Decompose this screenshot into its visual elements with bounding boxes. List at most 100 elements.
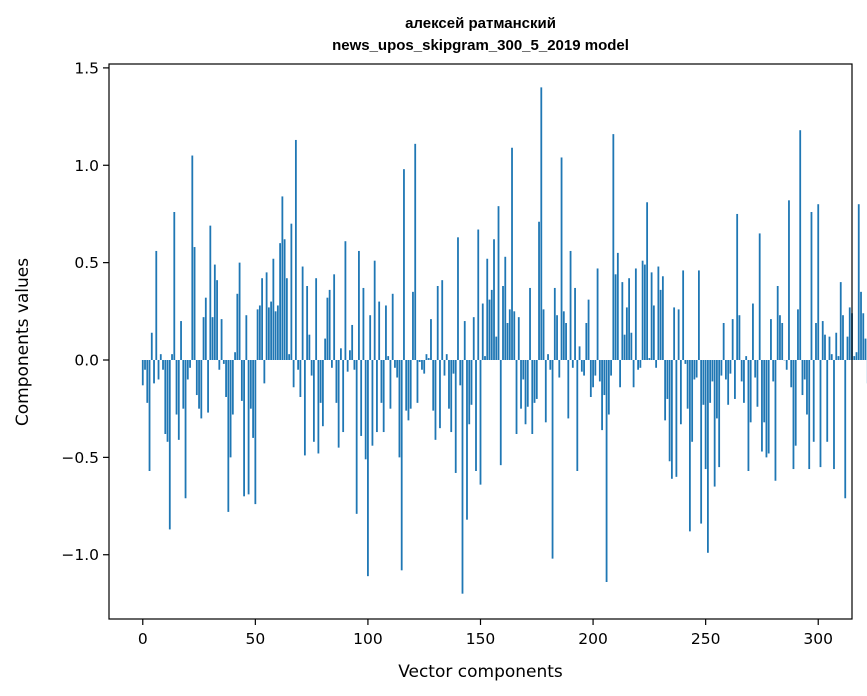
bar-256 [718,360,721,468]
bar-29 [207,360,209,413]
bar-136 [448,360,450,409]
y-tick-label: 0.0 [74,352,99,370]
bar-284 [781,323,784,360]
bar-209 [612,134,615,360]
bar-247 [698,270,700,360]
bar-153 [486,258,489,360]
bar-219 [634,268,637,360]
bar-170 [524,360,527,425]
bar-201 [594,360,597,376]
bar-6 [155,250,158,360]
bar-2 [146,360,149,403]
bar-147 [472,317,475,360]
bar-93 [351,324,354,360]
bar-280 [772,360,775,382]
bar-118 [407,360,410,421]
bar-71 [301,266,304,360]
bar-180 [547,354,549,360]
bar-320 [862,313,865,360]
bar-129 [432,360,435,411]
bar-304 [826,360,829,442]
bar-171 [526,360,529,407]
bar-53 [261,278,263,360]
bar-97 [360,360,363,436]
bar-124 [421,360,423,370]
bar-41 [234,352,236,360]
bar-114 [398,360,401,458]
bar-278 [767,360,770,454]
bar-243 [688,360,691,532]
bar-217 [630,332,633,360]
bar-36 [222,360,225,364]
bar-160 [502,286,504,360]
bar-189 [567,360,570,419]
chart-title-line-2: news_upos_skipgram_300_5_2019 model [332,37,629,54]
bar-51 [256,309,259,360]
bar-297 [810,212,813,360]
bar-79 [319,360,322,403]
bar-169 [522,360,525,380]
bar-70 [299,360,302,397]
bar-198 [587,299,590,360]
bar-76 [312,360,315,442]
bar-307 [833,360,835,470]
bar-89 [342,360,345,433]
bar-149 [477,229,480,360]
bar-309 [837,356,840,360]
bar-248 [700,360,703,524]
x-tick-label: 250 [691,630,721,648]
chart-title-line-1: алексей ратманский [405,15,556,32]
x-tick-label: 150 [466,630,496,648]
bar-177 [540,87,543,361]
bar-200 [592,360,594,388]
bar-312 [844,360,847,499]
y-axis-label: Components values [13,258,33,426]
bar-132 [439,360,441,429]
bar-30 [209,225,212,360]
bar-112 [394,360,396,368]
bar-282 [776,286,779,360]
x-tick-label: 50 [245,630,265,648]
bar-154 [488,299,491,360]
bar-102 [371,360,374,446]
bar-10 [164,360,167,434]
bar-131 [436,286,439,360]
bar-58 [272,258,275,360]
bar-223 [643,264,646,360]
bar-157 [495,336,498,360]
bar-215 [625,307,628,360]
bar-261 [729,360,732,374]
bar-99 [364,360,367,460]
bar-8 [159,354,162,360]
bar-241 [684,360,687,364]
bar-9 [162,360,164,370]
bar-299 [815,323,817,360]
bar-138 [452,360,455,374]
bar-143 [463,321,466,360]
bar-83 [328,289,331,360]
bar-104 [376,360,378,433]
bar-128 [430,319,432,360]
bar-25 [198,360,200,409]
bar-277 [765,360,768,458]
bar-84 [331,360,333,368]
bar-233 [666,360,669,399]
bar-47 [247,360,250,495]
bar-265 [738,315,741,360]
bar-54 [263,360,266,384]
bar-19 [184,360,187,499]
bar-230 [659,289,662,360]
bar-43 [238,262,241,360]
bar-39 [229,360,232,458]
bar-16 [177,360,180,440]
bar-120 [412,291,414,360]
bar-115 [400,360,403,571]
bar-234 [668,360,671,462]
bar-28 [204,297,207,360]
bar-123 [418,360,421,362]
bar-226 [650,272,653,360]
bar-14 [173,212,176,360]
bar-266 [740,360,743,382]
bar-194 [578,346,581,360]
bar-244 [691,360,694,442]
